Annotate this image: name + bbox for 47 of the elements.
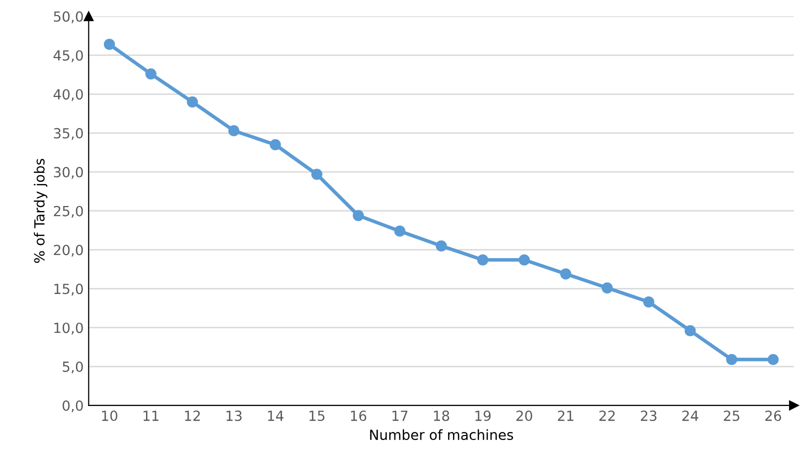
x-tick-label: 23 — [640, 410, 656, 422]
point — [104, 38, 115, 50]
y-tick-label: 0,0 — [62, 400, 83, 412]
point — [228, 125, 240, 136]
y-tick-label: 5,0 — [62, 361, 83, 374]
x-tick-label: 26 — [765, 410, 782, 422]
point — [311, 168, 322, 180]
x-tick-label: 10 — [102, 410, 118, 422]
point — [186, 96, 198, 108]
y-tick-label: 30,0 — [54, 166, 83, 179]
point — [145, 68, 156, 80]
point — [602, 282, 613, 294]
x-tick-label: 14 — [268, 410, 284, 421]
x-tick-label: 20 — [516, 410, 532, 422]
x-tick-label: 11 — [144, 410, 158, 421]
x-tick-label: 17 — [392, 410, 408, 421]
point — [560, 268, 572, 280]
y-tick-label: 40,0 — [54, 89, 83, 102]
point — [352, 210, 364, 222]
x-tick-label: 25 — [724, 410, 740, 422]
point — [270, 139, 281, 150]
y-tick-label: 25,0 — [54, 206, 83, 218]
point — [684, 325, 696, 336]
y-tick-label: 15,0 — [54, 284, 83, 296]
point — [768, 354, 779, 366]
x-tick-label: 22 — [599, 410, 615, 421]
x-tick-label: 21 — [558, 410, 574, 421]
x-tick-label: 13 — [226, 410, 242, 422]
x-tick-label: 15 — [310, 410, 324, 422]
point — [477, 254, 488, 266]
x-tick-label: 12 — [185, 410, 200, 421]
x-tick-label: 19 — [475, 410, 491, 422]
y-axis-title: % of Tardy jobs — [34, 158, 48, 263]
y-tick-label: 10,0 — [54, 322, 83, 334]
x-axis-title: Number of machines — [370, 429, 514, 440]
point — [394, 226, 406, 237]
point — [518, 254, 530, 266]
x-tick-label: 18 — [434, 410, 450, 422]
x-tick-label: 24 — [682, 410, 698, 421]
x-tick-label: 16 — [351, 410, 366, 422]
point — [726, 354, 738, 366]
y-tick-label: 50,0 — [54, 11, 83, 24]
point — [436, 240, 447, 252]
y-tick-label: 20,0 — [54, 244, 83, 257]
y-tick-label: 35,0 — [54, 128, 83, 140]
y-tick-label: 45,0 — [54, 50, 83, 62]
point — [643, 296, 654, 308]
